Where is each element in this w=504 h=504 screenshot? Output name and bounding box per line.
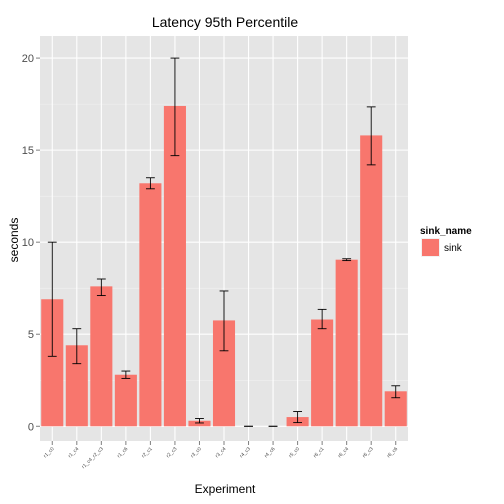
bar-r6_c6 [384, 391, 407, 427]
bar-r6_c4 [335, 259, 358, 427]
y-axis-title: seconds [7, 218, 21, 263]
error-bar-r2_c1 [145, 177, 155, 190]
error-bar-r6_c3 [366, 106, 376, 166]
x-tick-label: r1_c0 [43, 446, 56, 459]
legend-label-sink: sink [444, 243, 463, 254]
bar-r1_c0 [41, 299, 64, 427]
bar-r1_c4_r2_c3 [90, 286, 113, 427]
error-bar-r2_c3 [170, 57, 180, 157]
x-axis: r1_c0 r1_c4 r1_c4_r2_c3 r1_c6 r2_c1 r2_c3 r3_c… [43, 441, 399, 470]
error-bar-r1_c6 [121, 370, 131, 379]
x-tick-label: r3_c0 [190, 446, 203, 459]
error-bar-r3_c4 [219, 290, 229, 352]
x-tick-label: r1_c6 [116, 446, 129, 459]
x-tick-label: r4_c3 [239, 446, 252, 459]
x-tick-label: r6_c3 [362, 446, 375, 459]
y-tick-label: 0 [28, 421, 34, 433]
x-tick-label: r6_c1 [312, 446, 325, 459]
x-tick-label: r2_c1 [141, 446, 154, 459]
x-tick-label: r1_c4 [67, 446, 80, 459]
x-tick-label: r6_c4 [337, 446, 350, 459]
x-tick-label: r5_c0 [288, 446, 301, 459]
legend: sink_name sink [420, 226, 472, 257]
x-axis-title: Experiment [195, 482, 256, 496]
y-tick-label: 10 [22, 237, 34, 249]
x-tick-label: r2_c3 [165, 446, 178, 459]
legend-swatch-sink [422, 239, 439, 256]
bar-r3_c4 [212, 320, 236, 427]
error-bars [47, 57, 401, 427]
chart-title: Latency 95th Percentile [152, 14, 299, 30]
bar-r2_c1 [139, 183, 162, 427]
bar-r6_c1 [311, 319, 334, 427]
error-bar-r1_c0 [47, 241, 57, 357]
error-bar-r3_c0 [195, 418, 204, 424]
x-tick-label: r6_c6 [386, 446, 399, 459]
x-tick-label: r3_c4 [214, 446, 227, 459]
bar-r3_c0 [188, 420, 211, 427]
error-bar-r5_c0 [293, 411, 303, 424]
error-bar-r6_c4 [342, 258, 352, 262]
x-tick-label: r1_c4_r2_c3 [81, 446, 105, 470]
y-tick-label: 5 [28, 329, 34, 341]
bar-r1_c6 [114, 374, 137, 427]
x-tick-label: r4_c6 [263, 446, 276, 459]
error-bar-r1_c4_r2_c3 [96, 278, 106, 297]
error-bar-r6_c6 [391, 385, 401, 399]
error-bar-r1_c4 [72, 328, 82, 365]
legend-title: sink_name [420, 226, 472, 237]
bar-series-sink [41, 105, 407, 427]
y-tick-label: 15 [22, 145, 34, 157]
bar-r2_c3 [163, 105, 186, 427]
bar-r1_c4 [65, 345, 88, 427]
y-axis: 0 5 10 15 20 [22, 53, 40, 433]
y-tick-label: 20 [22, 53, 34, 65]
bar-r6_c3 [360, 135, 383, 427]
error-bar-r6_c1 [317, 308, 327, 330]
